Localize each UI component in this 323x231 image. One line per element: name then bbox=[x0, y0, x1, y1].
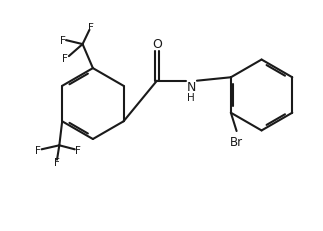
Text: F: F bbox=[62, 54, 68, 64]
Text: F: F bbox=[54, 158, 59, 168]
Text: F: F bbox=[75, 145, 81, 155]
Text: F: F bbox=[35, 145, 40, 155]
Text: O: O bbox=[152, 38, 162, 51]
Text: H: H bbox=[187, 92, 195, 102]
Text: F: F bbox=[60, 35, 66, 45]
Text: N: N bbox=[187, 81, 196, 94]
Text: Br: Br bbox=[230, 135, 243, 148]
Text: F: F bbox=[88, 23, 94, 33]
